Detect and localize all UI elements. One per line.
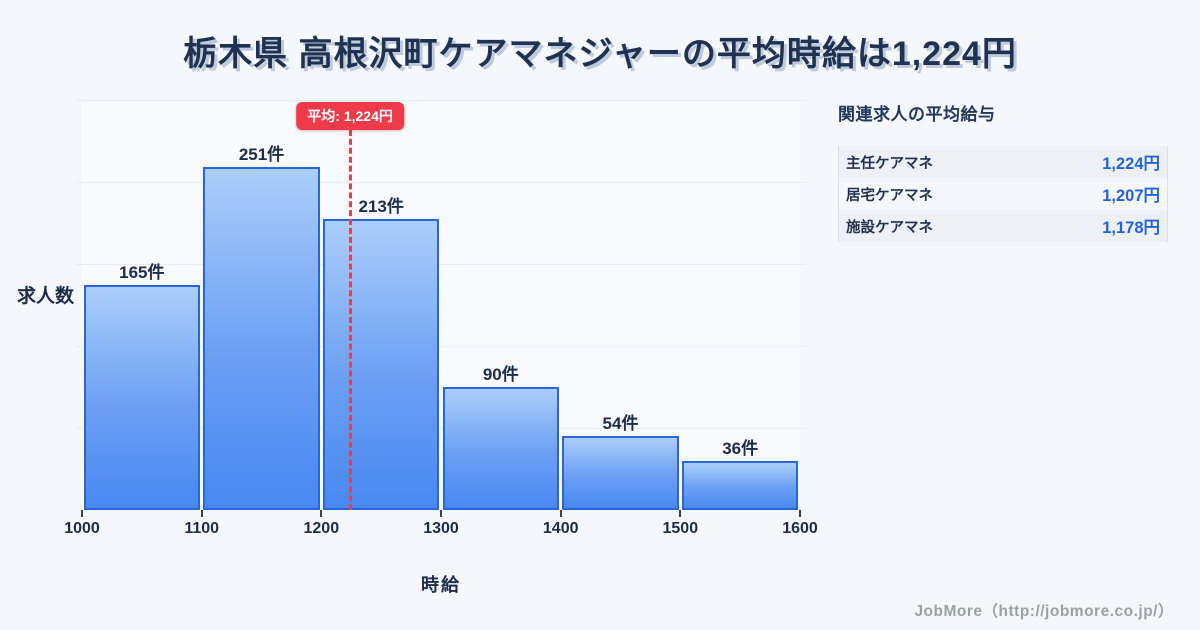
gridline	[76, 100, 806, 101]
x-tick-mark	[799, 510, 801, 517]
panel-title: 関連求人の平均給与	[838, 105, 996, 124]
gridline	[76, 264, 806, 265]
x-axis-label: 時給	[421, 575, 461, 595]
x-tick-mark	[559, 510, 562, 517]
salary-row: 居宅ケアマネ 1,207円	[839, 178, 1167, 210]
x-tick-mark	[679, 510, 682, 517]
x-tick-mark	[81, 510, 83, 517]
average-line	[348, 130, 352, 510]
bar-value-label: 213件	[358, 196, 404, 216]
x-tick-label: 1500	[662, 520, 699, 537]
y-axis-label: 求人数	[17, 286, 75, 307]
page-title: 栃木県 高根沢町ケアマネジャーの平均時給は1,224円	[183, 35, 1017, 73]
salary-table: 主任ケアマネ 1,224円 居宅ケアマネ 1,207円 施設ケアマネ 1,178…	[838, 146, 1168, 242]
x-tick-label: 1400	[542, 520, 579, 537]
x-tick-label: 1100	[184, 520, 220, 537]
histogram-bar	[442, 387, 560, 510]
histogram-bar	[83, 284, 201, 510]
gridline	[76, 182, 806, 183]
x-tick-mark	[440, 510, 442, 517]
gridline	[76, 346, 806, 347]
site-credit: JobMore（http://jobmore.co.jp/）	[914, 603, 1174, 620]
bar-value-label: 90件	[482, 365, 519, 384]
salary-row: 主任ケアマネ 1,224円	[839, 146, 1167, 178]
x-tick-mark	[200, 510, 203, 517]
bar-value-label: 54件	[602, 414, 639, 434]
salary-row-label: 主任ケアマネ	[846, 155, 933, 172]
wage-histogram-plot: 165件 251件 213件 90件 54件 36件 1000 1100 1200 1300 140…	[64, 100, 818, 537]
histogram-bar	[681, 460, 799, 510]
x-tick-label: 1200	[303, 520, 340, 537]
histogram-bar	[322, 218, 440, 510]
salary-row-value: 1,207円	[1102, 187, 1160, 205]
salary-row-label: 施設ケアマネ	[846, 219, 933, 236]
average-badge: 平均: 1,224円	[296, 102, 404, 130]
gridline	[76, 428, 806, 429]
bar-value-label: 36件	[722, 438, 759, 458]
histogram-bar	[562, 436, 679, 510]
x-tick-label: 1300	[423, 520, 459, 537]
salary-row-label: 居宅ケアマネ	[846, 187, 933, 204]
x-tick-mark	[320, 510, 323, 517]
x-tick-label: 1000	[64, 520, 100, 537]
salary-row-value: 1,224円	[1102, 155, 1160, 173]
related-salary-panel: 関連求人の平均給与 主任ケアマネ 1,224円 居宅ケアマネ 1,207円 施設…	[838, 100, 1168, 242]
bar-value-label: 251件	[238, 145, 285, 164]
salary-row: 施設ケアマネ 1,178円	[839, 210, 1167, 242]
x-tick-label: 1600	[782, 520, 818, 537]
bar-value-label: 165件	[119, 262, 165, 282]
histogram-bar	[203, 167, 320, 510]
salary-row-value: 1,178円	[1102, 219, 1160, 237]
